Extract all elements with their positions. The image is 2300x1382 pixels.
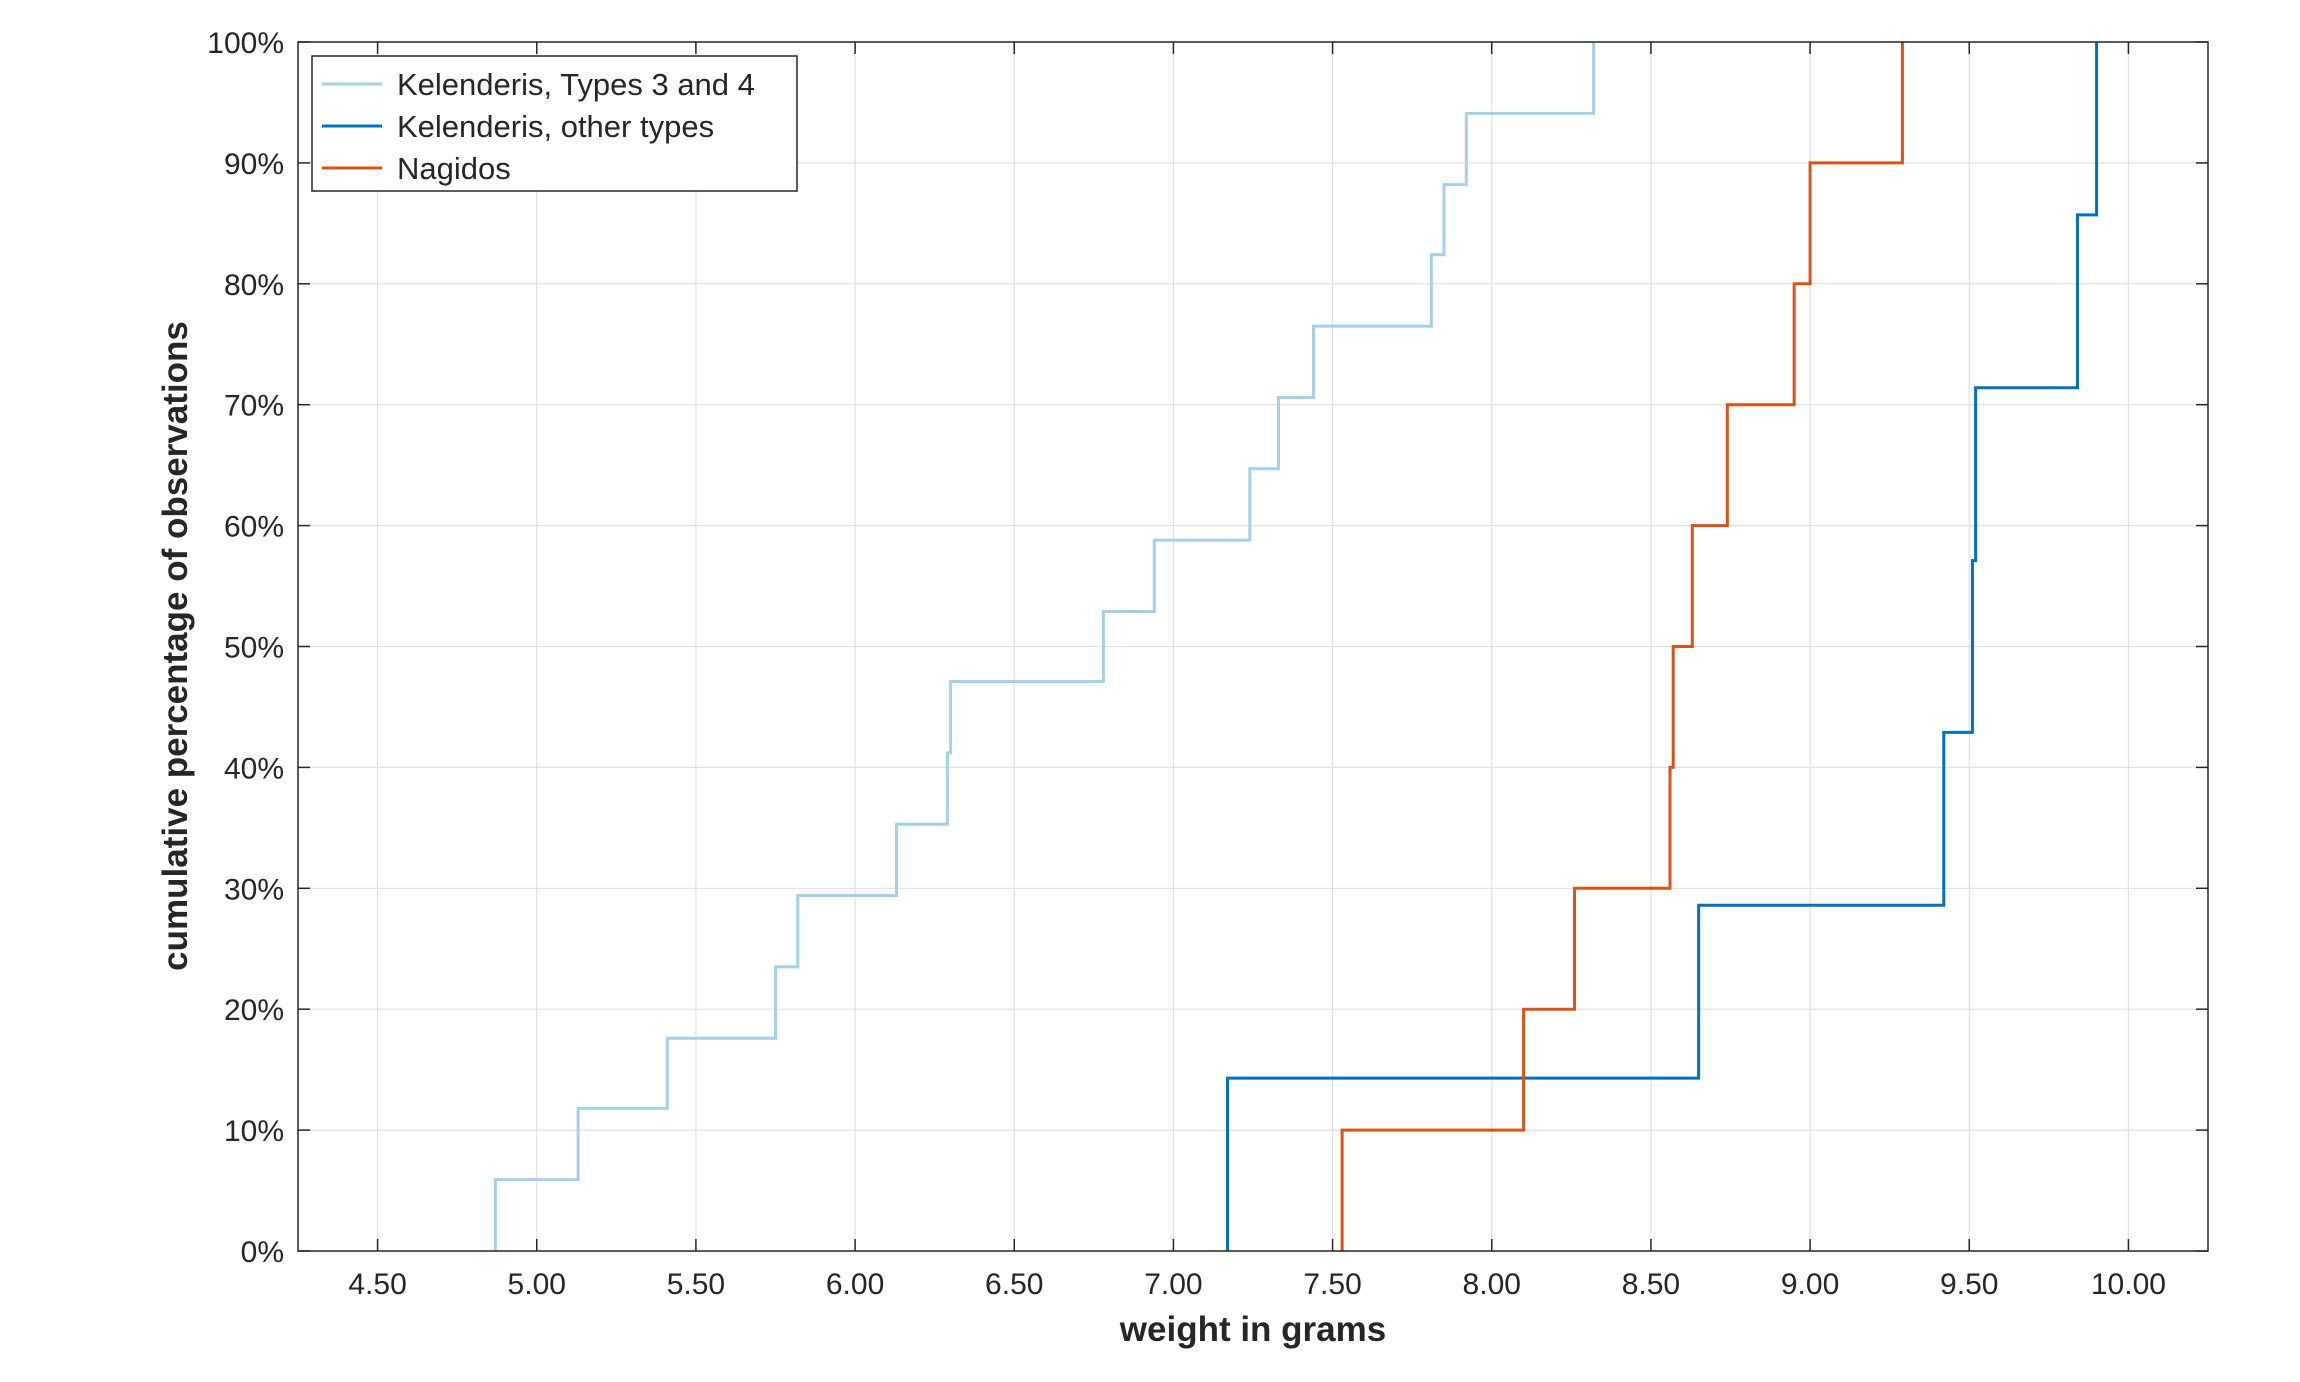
y-tick-labels: 0% 10% 20% 30% 40% 50% 60% 70% 80% 90% 100% [207,27,284,1269]
legend: Kelenderis, Types 3 and 4 Kelenderis, oth… [311,55,798,192]
y-tick-label: 50% [224,632,284,665]
x-tick-label: 8.50 [1622,1268,1680,1301]
legend-label-3: Nagidos [397,151,511,186]
x-tick-label: 8.00 [1463,1268,1521,1301]
x-tick-label: 7.00 [1144,1268,1202,1301]
y-tick-label: 0% [241,1236,284,1269]
x-tick-label: 7.50 [1303,1268,1361,1301]
axis-ticks [298,41,2208,1252]
series-lines [493,42,2099,1251]
x-tick-label: 6.50 [985,1268,1043,1301]
x-tick-label: 9.50 [1940,1268,1998,1301]
series-line-1 [493,42,1596,1251]
legend-box [311,55,798,192]
y-tick-label: 10% [224,1115,284,1148]
grid-lines [298,41,2208,1252]
x-tick-label: 5.00 [508,1268,566,1301]
x-tick-labels: 4.50 5.00 5.50 6.00 6.50 7.00 7.50 8.00 8.50 9.00… [348,1268,2166,1301]
y-tick-label: 60% [224,511,284,544]
y-axis-label: cumulative percentage of observations [156,321,195,971]
y-tick-label: 40% [224,752,284,785]
series-line-3 [1340,42,1904,1251]
legend-label-2: Kelenderis, other types [397,109,714,144]
y-tick-label: 100% [207,27,284,60]
x-tick-label: 10.00 [2091,1268,2166,1301]
x-tick-label: 5.50 [667,1268,725,1301]
y-tick-label: 20% [224,994,284,1027]
x-tick-label: 9.00 [1781,1268,1839,1301]
y-tick-label: 90% [224,148,284,181]
x-tick-label: 6.00 [826,1268,884,1301]
y-tick-label: 30% [224,873,284,906]
x-axis-label: weight in grams [1119,1310,1386,1349]
y-tick-label: 70% [224,390,284,423]
series-line-2 [1226,42,2099,1251]
x-tick-label: 4.50 [348,1268,406,1301]
legend-label-1: Kelenderis, Types 3 and 4 [397,67,755,102]
y-tick-label: 80% [224,269,284,302]
